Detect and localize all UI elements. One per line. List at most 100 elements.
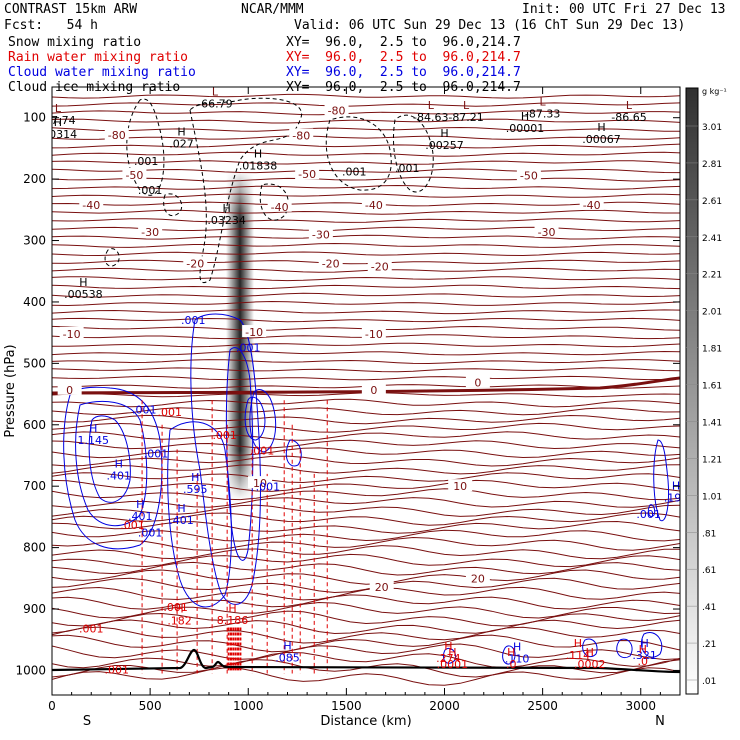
snow-maximum-value: .00257 (425, 139, 464, 152)
colorbar-tick-label: 1.41 (702, 418, 722, 428)
cloud-water-maximum-value: .193 (664, 492, 689, 505)
snow-contour-label: .001 (138, 184, 163, 197)
temperature-minimum-mark: L (540, 95, 547, 108)
isotherm-line (52, 143, 680, 149)
rain-maximum-value: .0002 (574, 658, 606, 671)
snow-contour-label: .001 (395, 162, 420, 175)
colorbar-tick-label: 1.61 (702, 382, 722, 392)
x-tick-label: 1500 (331, 699, 362, 713)
rain-contour-label: .001 (158, 406, 183, 419)
axes: 0 500 1000 1500 2000 2500 30001002003004005006… (3, 86, 681, 729)
colorbar-tick-label: .01 (702, 677, 716, 687)
y-tick-label: 800 (23, 541, 46, 555)
isotherm-label-bg (295, 167, 320, 180)
isotherm-line (52, 375, 680, 381)
temperature-minimum-mark: L (626, 99, 633, 112)
model-title: CONTRAST 15km ARW (4, 2, 138, 17)
cloud-water-maximum-value: .110 (505, 653, 530, 666)
cloud-water-contour (616, 638, 633, 658)
isotherm-line (52, 619, 680, 635)
rain-maximum-mark: H (448, 646, 456, 659)
colorbar-tick-label: 3.01 (702, 123, 722, 133)
cloud-water-contour-label: .001 (256, 480, 281, 493)
isotherm-line (52, 284, 680, 290)
isotherm-line (52, 102, 680, 107)
rain-maximum-mark: H (228, 602, 236, 615)
isotherm-line (52, 472, 680, 484)
isotherm-line (52, 431, 680, 441)
freezing-level (52, 376, 680, 395)
rain-maximum-value: .0 (637, 655, 648, 668)
cloud-water-maximum-value: .401 (169, 514, 194, 527)
cloud-water-contour (640, 632, 663, 658)
isotherm-line (52, 464, 680, 475)
cloud-water-contour (285, 439, 302, 467)
temperature-minimum-value: -66.79 (197, 97, 232, 110)
isotherm-label: -10 (63, 328, 81, 341)
isotherm-label: 10 (453, 480, 467, 493)
isotherm-line (52, 422, 680, 433)
isotherm-line (52, 292, 680, 298)
temperature-minimum-mark: L (55, 102, 62, 115)
cloud-water-contour (63, 386, 163, 550)
snow-contour-label: .001 (342, 165, 367, 178)
cloud-water-contour-label: .001 (132, 404, 157, 417)
isotherm-label-bg (465, 375, 490, 388)
colorbar-unit: g kg⁻¹ (702, 87, 727, 96)
temperature-minimum-mark: L (212, 85, 219, 98)
isotherm-line (52, 93, 680, 99)
cloud-water-maximum-value: .595 (183, 483, 208, 496)
isotherm-line (52, 626, 680, 644)
temperature-minimum-value: -87.21 (448, 111, 483, 124)
temperature-minimum-mark: L (463, 99, 470, 112)
cloud-water-maximum-mark: H (136, 498, 144, 511)
colorbar-scale (685, 87, 699, 695)
cloud-water-contour (249, 389, 277, 453)
rain-maximum-mark: H (574, 637, 582, 650)
isotherm-line (52, 309, 680, 315)
x-tick-label: 0 (48, 699, 56, 713)
rain-contour-label: .001 (212, 429, 237, 442)
snow-contour (126, 98, 165, 196)
snow-maximum-value: .00067 (582, 133, 621, 146)
isotherm-lines (52, 93, 680, 686)
isotherm-label: -80 (328, 104, 346, 117)
isotherm-label: 10 (253, 477, 267, 490)
rain-contours (141, 400, 328, 674)
snow-contour (104, 248, 120, 267)
isotherm-label-bg (465, 571, 490, 584)
cloud-water-maximum-mark: H (513, 641, 521, 654)
isotherm-line (52, 643, 680, 661)
temperature-minimum-value: -86.65 (611, 111, 646, 124)
isotherm-line (52, 193, 680, 198)
isotherm-label-bg (534, 224, 559, 237)
isotherm-line (52, 110, 680, 116)
x-axis-label: Distance (km) (320, 714, 411, 729)
temperature-minimum-mark: L (428, 99, 435, 112)
isotherm-label: -40 (271, 201, 289, 214)
isotherm-line (52, 634, 680, 653)
isotherm-label: 0 (370, 384, 377, 397)
isotherm-line (52, 512, 680, 526)
isotherm-line (52, 251, 680, 257)
colorbar-tick-label: 1.01 (702, 492, 722, 502)
y-tick-label: 200 (23, 172, 46, 186)
isotherm-label: -30 (538, 226, 556, 239)
snow-maximum-value: .00314 (39, 128, 78, 141)
snow-contours (104, 97, 434, 283)
isotherm-line (52, 497, 680, 508)
rain-contour-label: .001 (79, 622, 104, 635)
isotherm-line (52, 259, 680, 265)
isotherm-line (52, 488, 680, 501)
isotherm-line (52, 569, 680, 585)
y-tick-label: 600 (23, 418, 46, 432)
legend-snow-label: Snow mixing ratio (8, 35, 142, 50)
isotherm-label: 20 (471, 572, 485, 585)
isotherm-line (52, 209, 680, 215)
colorbar-tick-label: 2.61 (702, 197, 722, 207)
isotherm-line (52, 561, 680, 576)
isotherm-line (52, 317, 680, 323)
isotherm-label: -10 (245, 326, 263, 339)
isotherm-line (52, 667, 680, 686)
legend-cloud-water-xy: XY= 96.0, 2.5 to 96.0,214.7 (286, 65, 521, 80)
